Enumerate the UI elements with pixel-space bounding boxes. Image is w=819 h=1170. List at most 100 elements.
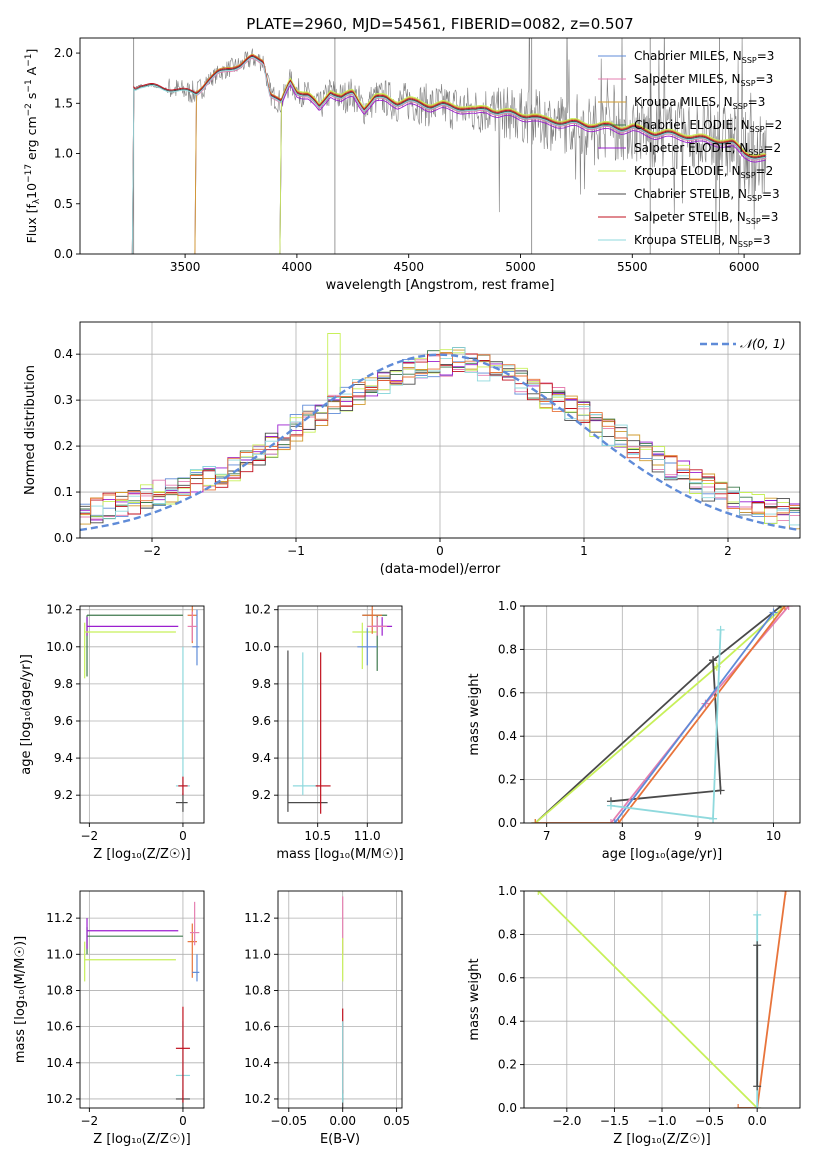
mass-vs-ebv-panel: −0.05 0.00 0.05 10.2 10.4 10.6 10.8 11.0 11.2 E(B…	[244, 890, 410, 1147]
plot-area	[80, 333, 800, 532]
x-tick-label: −2	[143, 544, 161, 558]
x-tick-label: 11.0	[354, 829, 381, 843]
plot-area	[287, 606, 393, 814]
y-axis-label-part: A	[24, 66, 39, 79]
y-tick-label: 10.2	[46, 603, 73, 617]
x-tick-label: 0	[179, 829, 187, 843]
legend-entry: Kroupa MILES, NSSP=3	[634, 95, 765, 111]
weight-line-kroupa_elodie	[534, 606, 786, 823]
legend-entry: Chabrier MILES, NSSP=3	[634, 49, 774, 65]
y-tick-label: 10.2	[46, 1092, 73, 1106]
y-tick-label: 0.5	[54, 197, 73, 211]
y-axis-label: Flux [fλ10−17 erg cm−2 s−1 A−1]	[24, 49, 42, 244]
y-tick-label: 11.2	[46, 911, 73, 925]
y-tick-label: 2.0	[54, 46, 73, 60]
y-tick-label: 0.2	[54, 439, 73, 453]
plot-area	[531, 606, 793, 823]
y-tick-label: 1.5	[54, 96, 73, 110]
y-axis-label-part: λ	[32, 198, 42, 204]
x-tick-label: 0	[436, 544, 444, 558]
legend-sub: SSP	[742, 56, 757, 65]
y-axis-label-part: s	[24, 93, 39, 104]
legend-tail: =3	[761, 210, 779, 224]
x-tick-label: 2	[724, 544, 732, 558]
y-tick-label: 0.0	[54, 531, 73, 545]
x-tick-label: −2	[81, 1114, 99, 1128]
legend-sub: SSP	[746, 217, 761, 226]
x-tick-label: 0.0	[748, 1114, 767, 1128]
y-tick-label: 0.6	[498, 971, 517, 985]
y-axis-label-part: −1	[24, 79, 34, 92]
y-tick-label: 11.0	[46, 947, 73, 961]
model-spectrum-chabrier_stelib	[131, 55, 766, 254]
y-tick-label: 11.2	[244, 911, 271, 925]
legend-tail: =2	[756, 164, 774, 178]
figure-title: PLATE=2960, MJD=54561, FIBERID=0082, z=0…	[246, 15, 633, 33]
model-spectrum-salpeter_stelib	[131, 54, 766, 254]
y-axis-label: mass weight	[467, 958, 482, 1040]
legend-sub: SSP	[733, 102, 748, 111]
legend-tail: =3	[753, 233, 771, 247]
legend-sub: SSP	[747, 194, 762, 203]
mass-vs-metallicity-panel: −2 0 10.2 10.4 10.6 10.8 11.0 11.2 Z [log₁₀(Z/Z☉…	[13, 890, 205, 1147]
x-axis-label: wavelength [Angstrom, rest frame]	[326, 278, 555, 293]
axes-frame	[277, 605, 403, 824]
legend-sub: SSP	[741, 171, 756, 180]
legend-sub: SSP	[738, 240, 753, 249]
x-tick-label: −0.5	[695, 1114, 724, 1128]
legend-tail: =2	[765, 118, 783, 132]
x-tick-label: 0	[179, 1114, 187, 1128]
residual-histogram-panel: −2 −1 0 1 2 0.0 0.1 0.2 0.3 0.4 (data-model)/error…	[23, 321, 801, 577]
x-axis-label: Z [log₁₀(Z/Z☉)]	[613, 1132, 710, 1147]
legend-entry: Salpeter STELIB, NSSP=3	[634, 210, 778, 226]
y-tick-label: 0.1	[54, 485, 73, 499]
x-tick-label: −1	[287, 544, 305, 558]
y-tick-label: 10.4	[46, 1056, 73, 1070]
y-tick-label: 0.0	[498, 816, 517, 830]
x-axis-label: E(B-V)	[320, 1132, 360, 1147]
x-axis-label: age [log₁₀(age/yr)]	[602, 847, 723, 862]
y-axis-label: Normed distribution	[23, 365, 38, 495]
y-tick-label: 0.8	[498, 642, 517, 656]
x-axis-label: mass [log₁₀(M/M☉)]	[276, 847, 403, 862]
y-tick-label: 10.2	[244, 603, 271, 617]
y-axis-label: mass weight	[467, 673, 482, 755]
gaussian-curve	[80, 353, 800, 532]
x-tick-label: 6000	[729, 260, 760, 274]
y-tick-label: 0.2	[498, 773, 517, 787]
legend-tail: =3	[757, 49, 775, 63]
legend-name: Salpeter ELODIE, N	[634, 141, 748, 155]
y-tick-label: 10.0	[46, 640, 73, 654]
spectrum-panel: 3500 4000 4500 5000 5500 6000 0.0 0.5 1.0 1.5 2.0 w…	[24, 37, 801, 293]
x-tick-label: 10.5	[304, 829, 331, 843]
legend-sub: SSP	[741, 79, 756, 88]
y-axis-label-part: −2	[24, 103, 34, 116]
y-axis-label-part: 10	[24, 183, 39, 199]
y-tick-label: 9.4	[252, 751, 271, 765]
weight-line-kroupa_stelib	[610, 629, 722, 820]
legend-name: Salpeter STELIB, N	[634, 210, 746, 224]
y-tick-label: 1.0	[54, 147, 73, 161]
legend-name: Kroupa MILES, N	[634, 95, 733, 109]
y-tick-label: 0.3	[54, 393, 73, 407]
axes-frame	[79, 37, 801, 255]
axes-frame	[79, 890, 205, 1109]
y-tick-label: 0.0	[498, 1101, 517, 1115]
legend-entry: Salpeter MILES, NSSP=3	[634, 72, 773, 88]
legend-tail: =3	[748, 95, 766, 109]
x-tick-label: −1.0	[647, 1114, 676, 1128]
legend-entry: Kroupa ELODIE, NSSP=2	[634, 164, 773, 180]
plot-area	[131, 38, 767, 254]
y-tick-label: 0.8	[498, 927, 517, 941]
legend-sub: SSP	[748, 148, 763, 157]
weight-line-chabrier_miles	[613, 611, 775, 823]
y-tick-label: 10.8	[244, 983, 271, 997]
x-tick-label: 4000	[282, 260, 313, 274]
legend: Chabrier MILES, NSSP=3 Salpeter MILES, NS…	[598, 49, 782, 249]
legend-entry: Chabrier STELIB, NSSP=3	[634, 187, 780, 203]
y-tick-label: 9.4	[54, 751, 73, 765]
model-spectrum-kroupa_stelib	[131, 56, 766, 254]
x-tick-label: −2.0	[552, 1114, 581, 1128]
x-tick-label: 1	[580, 544, 588, 558]
